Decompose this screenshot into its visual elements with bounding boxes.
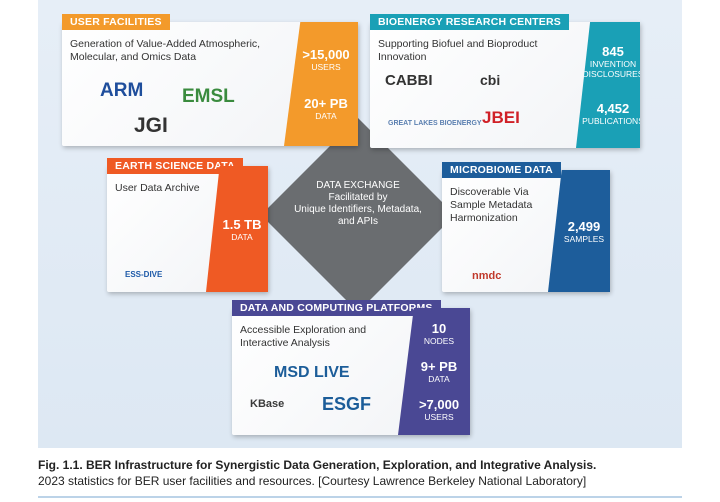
logo: EMSL: [182, 86, 235, 107]
stat: >7,000 USERS: [419, 397, 459, 422]
stat-value: >7,000: [418, 397, 460, 412]
panel-label: EARTH SCIENCE DATA: [107, 158, 243, 174]
logo: JBEI: [482, 108, 520, 127]
stat-unit: USERS: [424, 412, 454, 422]
stats-panel: >15,000 USERS 20+ PB DATA: [284, 22, 358, 146]
stat-unit: INVENTION DISCLOSURES: [582, 59, 644, 79]
stat-unit: DATA: [315, 111, 337, 122]
stat: >15,000 USERS: [302, 47, 349, 72]
stat: 4,452 PUBLICATIONS: [582, 101, 644, 126]
stats-panel: 845 INVENTION DISCLOSURES 4,452 PUBLICATION…: [576, 22, 640, 148]
panel-description: Supporting Biofuel and Bioproduct Innova…: [378, 38, 538, 63]
panel-label: DATA AND COMPUTING PLATFORMS: [232, 300, 441, 316]
logo: ARM: [100, 80, 144, 101]
logo: MSD LIVE: [274, 364, 350, 381]
panel-box: BIOENERGY RESEARCH CENTERS Supporting Bio…: [370, 14, 640, 148]
stat-unit: SAMPLES: [563, 233, 605, 244]
logo: GREAT LAKES BIOENERGY: [388, 120, 482, 127]
stat-unit: PUBLICATIONS: [582, 116, 644, 126]
logo: ESGF: [322, 394, 372, 414]
panel-box: MICROBIOME DATA Discoverable Via Sample M…: [442, 162, 610, 292]
stat-value: 10: [431, 321, 447, 336]
stat-unit: NODES: [423, 336, 455, 346]
caption-title: Fig. 1.1. BER Infrastructure for Synergi…: [38, 458, 597, 472]
stat-value: 9+ PB: [420, 359, 458, 374]
panel-description: Accessible Exploration and Interactive A…: [240, 324, 367, 349]
stat-value: 845: [602, 44, 624, 59]
logo: ESS-DIVE: [125, 270, 163, 279]
stat: 1.5 TB DATA: [222, 217, 261, 242]
logo: JGI: [134, 114, 168, 137]
center-line: Facilitated by: [328, 192, 388, 203]
rule: [38, 496, 682, 498]
panel-box: DATA AND COMPUTING PLATFORMS Accessible E…: [232, 300, 470, 435]
panel-box: EARTH SCIENCE DATA User Data Archive 1.5 T…: [107, 158, 268, 292]
stats-panel: 10 NODES 9+ PB DATA >7,000 USERS: [398, 308, 470, 435]
caption: Fig. 1.1. BER Infrastructure for Synergi…: [38, 457, 698, 489]
panel-description: Generation of Value-Added Atmospheric, M…: [70, 38, 261, 63]
stat-value: 2,499: [567, 218, 601, 234]
stat-unit: DATA: [428, 374, 450, 384]
panel-label: BIOENERGY RESEARCH CENTERS: [370, 14, 569, 30]
panel-description: Discoverable Via Sample Metadata Harmoni…: [450, 186, 533, 224]
logo: nmdc: [472, 270, 502, 282]
stat-value: 4,452: [596, 101, 630, 116]
stat-value: 1.5 TB: [222, 216, 262, 232]
stat: 9+ PB DATA: [421, 359, 458, 384]
panel-box: USER FACILITIES Generation of Value-Added…: [62, 14, 358, 146]
stat: 10 NODES: [424, 321, 454, 346]
stat: 2,499 SAMPLES: [564, 219, 604, 244]
stat-unit: USERS: [311, 61, 341, 72]
stat: 845 INVENTION DISCLOSURES: [582, 44, 644, 79]
center-line: Unique Identifiers, Metadata,: [294, 204, 422, 215]
center-line: and APIs: [337, 216, 379, 227]
data-exchange-diamond: [261, 118, 455, 312]
stat: 20+ PB DATA: [304, 96, 348, 121]
data-exchange: DATA EXCHANGE Facilitated by Unique Ident…: [278, 180, 438, 228]
logo: CABBI: [385, 72, 433, 89]
panel-description: User Data Archive: [115, 182, 200, 194]
logo: KBase: [250, 398, 285, 410]
stats-panel: 1.5 TB DATA: [206, 166, 268, 292]
stat-value: 20+ PB: [304, 96, 348, 112]
center-title: DATA EXCHANGE: [316, 180, 400, 191]
stat-value: >15,000: [302, 46, 350, 62]
panel-label: USER FACILITIES: [62, 14, 170, 30]
logo: cbi: [480, 72, 501, 88]
stats-panel: 2,499 SAMPLES: [548, 170, 610, 292]
caption-text: 2023 statistics for BER user facilities …: [38, 474, 587, 488]
stat-unit: DATA: [231, 231, 253, 242]
panel-label: MICROBIOME DATA: [442, 162, 561, 178]
